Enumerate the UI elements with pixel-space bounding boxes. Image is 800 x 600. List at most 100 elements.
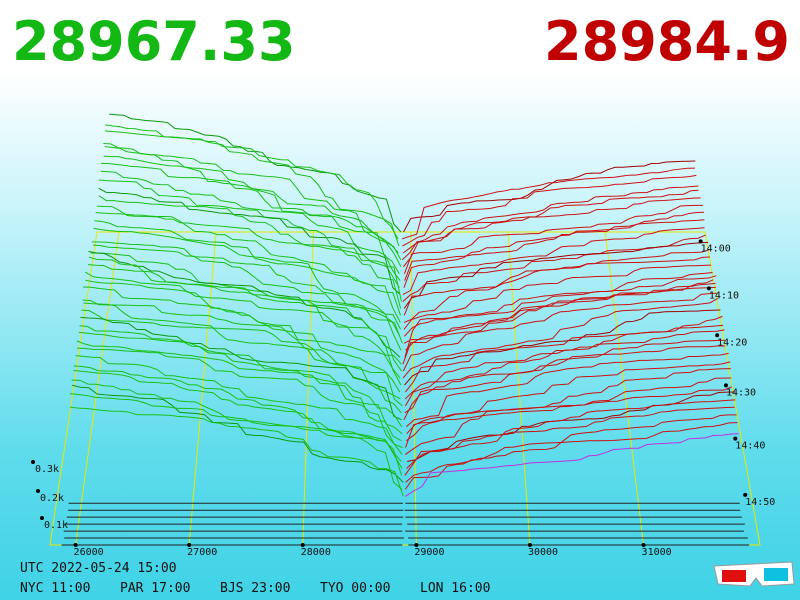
bid-depth-line	[82, 286, 401, 393]
depth-rows	[61, 113, 750, 546]
bid-depth-line	[98, 179, 400, 288]
bid-depth-line	[94, 220, 401, 323]
price-tick	[527, 543, 532, 547]
bid-price: 28967.33	[12, 10, 296, 73]
ask-depth-line	[404, 386, 733, 455]
bid-depth-line	[103, 155, 402, 268]
time-label: 14:00	[701, 243, 731, 254]
price-label: 29000	[414, 547, 444, 558]
ask-depth-line	[403, 241, 709, 309]
bid-depth-line	[76, 340, 402, 442]
bid-depth-line	[93, 244, 403, 344]
bid-depth-line	[93, 227, 402, 330]
ask-price: 28984.9	[544, 10, 790, 73]
price-tick	[641, 543, 646, 547]
ask-depth-line	[405, 368, 731, 442]
bid-depth-line	[72, 384, 404, 483]
bid-depth-line	[85, 271, 401, 379]
time-label: 14:40	[735, 441, 765, 452]
bid-depth-line	[73, 369, 403, 469]
zone-time: TYO 00:00	[320, 581, 390, 596]
bid-depth-line	[104, 146, 402, 261]
bid-depth-line	[79, 325, 403, 428]
ask-depth-line	[403, 219, 705, 288]
ask-depth-line	[402, 185, 699, 254]
time-tick	[698, 239, 703, 244]
ask-depth-line	[405, 315, 723, 393]
time-tick	[743, 492, 748, 497]
ask-depth-line	[404, 339, 726, 414]
time-tick	[706, 286, 711, 291]
ask-depth-line	[404, 211, 705, 281]
zone-time: NYC 11:00	[20, 581, 90, 596]
bid-depth-line	[78, 331, 403, 435]
price-label: 28000	[301, 547, 331, 558]
bid-depth-line	[83, 302, 403, 407]
price-label: 27000	[187, 547, 217, 558]
ask-depth-line	[405, 414, 737, 483]
ask-depth-line	[406, 399, 736, 469]
time-label: 14:20	[717, 337, 747, 348]
ask-depth-line	[405, 377, 732, 448]
price-grid-line	[604, 231, 645, 546]
depth-label: 0.2k	[40, 493, 64, 504]
price-grid-line	[188, 231, 217, 546]
time-tick	[733, 436, 738, 441]
bid-depth-line	[77, 347, 403, 449]
ask-depth-line	[404, 275, 717, 358]
floor-grid	[49, 231, 761, 546]
bid-depth-line	[80, 316, 402, 421]
depth-tick	[36, 489, 40, 493]
ask-depth-line	[405, 286, 716, 351]
price-grid-line	[302, 231, 314, 546]
ask-depth-line	[402, 174, 697, 247]
bid-depth-line	[75, 355, 403, 455]
bid-depth-line	[95, 212, 401, 316]
ask-depth-line	[402, 197, 701, 268]
ask-depth-line	[404, 422, 738, 490]
bid-depth-line	[88, 250, 401, 358]
bid-depth-line	[88, 256, 402, 365]
ask-depth-line	[404, 406, 735, 476]
axis-labels: 26000 27000 28000 29000 30000 31000 14:00 14:10…	[31, 239, 775, 558]
bid-depth-line	[100, 170, 401, 281]
floor-outline	[49, 231, 761, 546]
ask-depth-line	[405, 352, 729, 428]
ask-depth-line	[403, 256, 710, 323]
ask-depth-line	[404, 329, 725, 407]
ask-depth-line	[405, 433, 739, 497]
price-label: 26000	[74, 547, 104, 558]
price-tick	[73, 543, 78, 547]
zone-time: BJS 23:00	[220, 581, 290, 596]
time-tick	[723, 383, 728, 388]
ask-depth-line	[402, 292, 717, 372]
bid-depth-line	[98, 195, 402, 302]
price-tick	[187, 543, 192, 547]
price-grid-line	[75, 231, 120, 546]
utc-time: UTC 2022-05-24 15:00	[20, 561, 177, 576]
ask-depth-line	[403, 264, 712, 330]
ask-depth-line	[407, 391, 735, 463]
time-tick	[715, 333, 720, 338]
bid-depth-line	[81, 309, 402, 414]
depth-tick	[40, 516, 44, 520]
ask-depth-line	[403, 272, 713, 337]
zone-time: PAR 17:00	[120, 581, 190, 596]
ask-depth-line	[403, 345, 726, 421]
bid-depth-line	[85, 279, 402, 386]
time-label: 14:50	[745, 497, 775, 508]
ask-depth-line	[404, 309, 721, 386]
ask-depth-line	[403, 204, 703, 274]
price-grid-line	[410, 231, 417, 546]
time-zones: NYC 11:00 PAR 17:00 BJS 23:00 TYO 00:00 LON …	[20, 581, 490, 596]
bid-depth-line	[73, 365, 402, 462]
time-label: 14:10	[709, 290, 739, 301]
price-label: 31000	[642, 547, 672, 558]
price-tick	[414, 543, 419, 547]
ask-depth-line	[402, 227, 705, 296]
depth-label: 0.1k	[44, 520, 68, 531]
bid-depth-line	[96, 205, 402, 309]
depth-label: 0.3k	[35, 464, 59, 475]
